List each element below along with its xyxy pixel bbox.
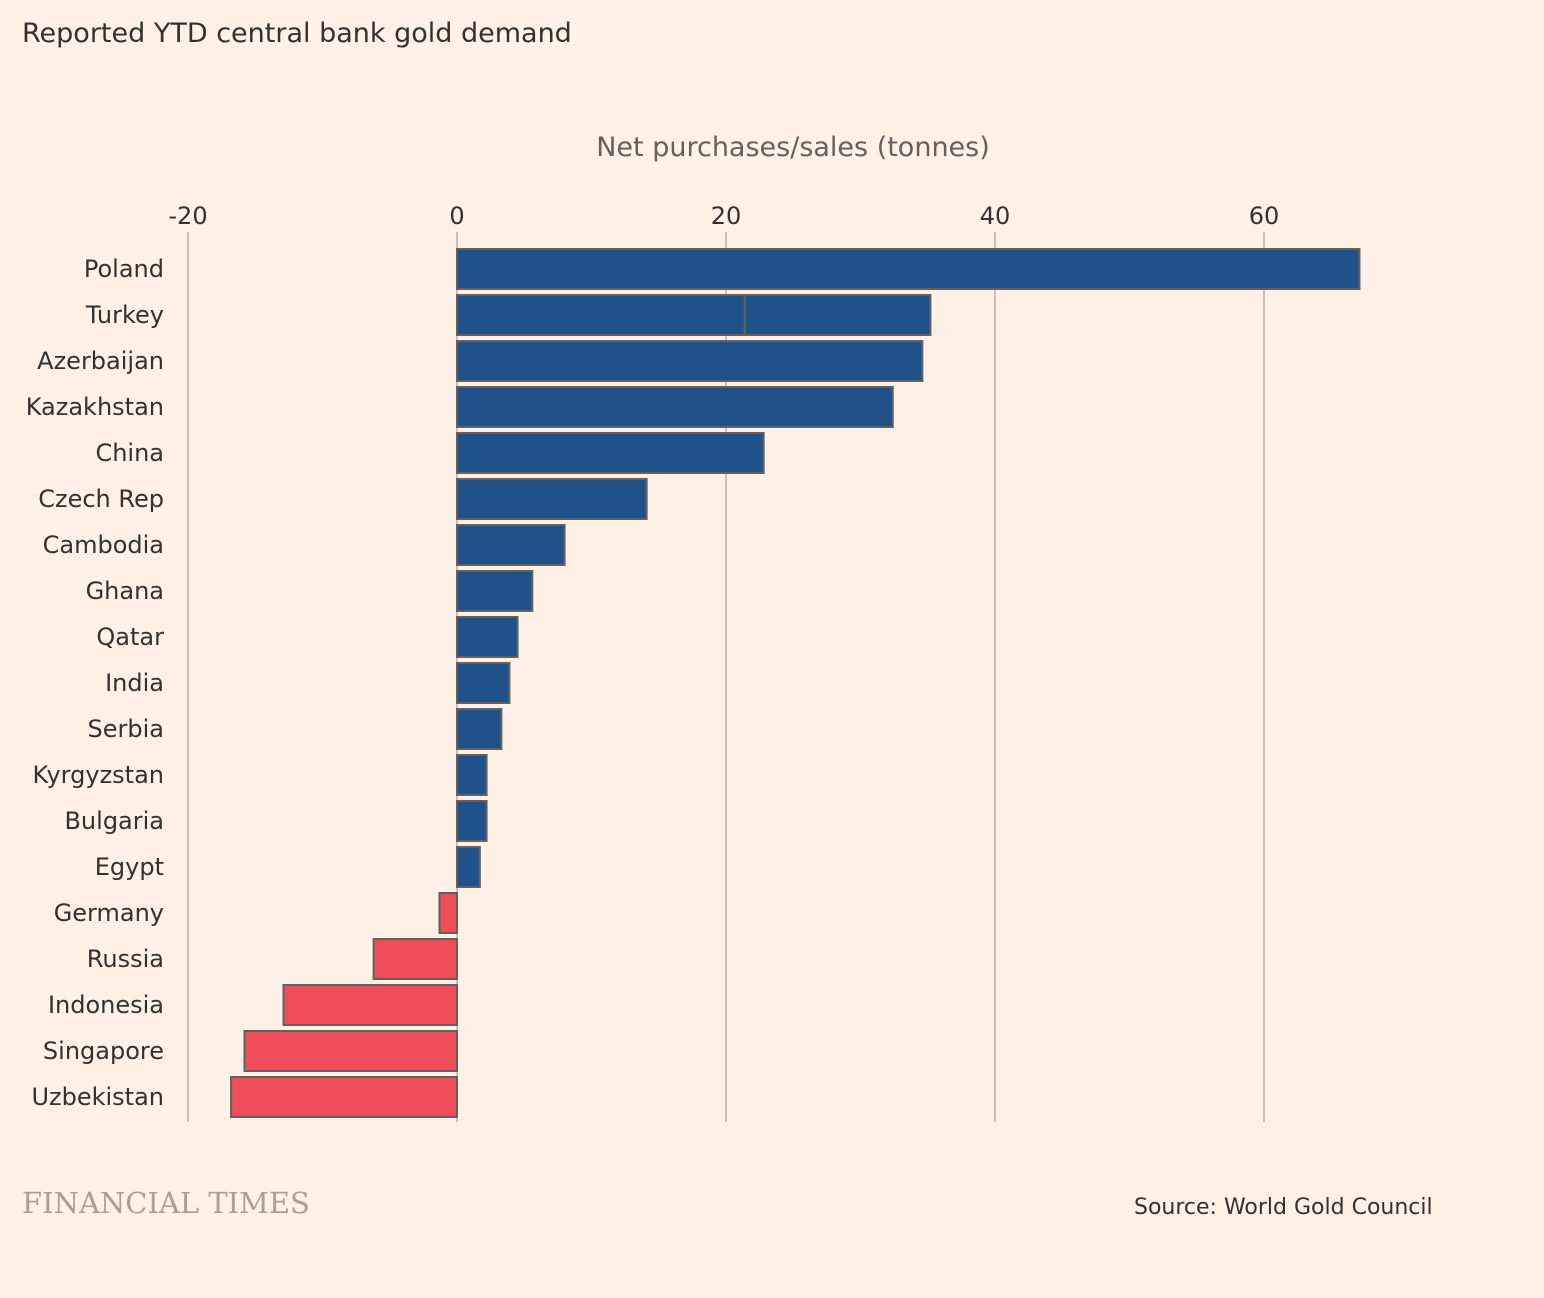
category-label: Azerbaijan bbox=[37, 347, 164, 375]
bar-qatar bbox=[456, 616, 519, 658]
bar-egypt bbox=[456, 846, 481, 888]
bar-serbia bbox=[456, 708, 503, 750]
category-label: Kazakhstan bbox=[26, 393, 164, 421]
x-tick-label: -20 bbox=[168, 202, 207, 230]
bar-bulgaria bbox=[456, 800, 488, 842]
source-note: Source: World Gold Council bbox=[1134, 1195, 1433, 1220]
category-label: Turkey bbox=[85, 301, 164, 329]
bar-uzbekistan bbox=[230, 1076, 458, 1118]
category-label: Kyrgyzstan bbox=[32, 761, 164, 789]
category-label: Serbia bbox=[88, 715, 164, 743]
bar-czech-rep bbox=[456, 478, 648, 520]
bar-china bbox=[456, 432, 765, 474]
category-label: Qatar bbox=[96, 623, 164, 651]
bar-russia bbox=[372, 938, 458, 980]
bar-germany bbox=[438, 892, 459, 934]
category-label: Bulgaria bbox=[64, 807, 164, 835]
bar-poland bbox=[456, 248, 1361, 290]
x-tick-label: 20 bbox=[711, 202, 742, 230]
category-label: Ghana bbox=[86, 577, 164, 605]
category-label: Cambodia bbox=[43, 531, 164, 559]
category-label: Indonesia bbox=[48, 991, 164, 1019]
category-label: Russia bbox=[87, 945, 164, 973]
category-label: Czech Rep bbox=[38, 485, 164, 513]
bar-indonesia bbox=[282, 984, 458, 1026]
category-label: Singapore bbox=[43, 1037, 164, 1065]
category-label: China bbox=[95, 439, 164, 467]
chart-title: Reported YTD central bank gold demand bbox=[22, 18, 572, 49]
category-label: Germany bbox=[54, 899, 164, 927]
bar-turkey bbox=[743, 294, 932, 336]
bar-turkey bbox=[456, 294, 746, 336]
ft-logo: FINANCIAL TIMES bbox=[22, 1186, 310, 1220]
x-tick-label: 0 bbox=[449, 202, 464, 230]
category-label: Poland bbox=[84, 255, 164, 283]
bar-cambodia bbox=[456, 524, 566, 566]
bar-india bbox=[456, 662, 511, 704]
bar-azerbaijan bbox=[456, 340, 924, 382]
category-label: India bbox=[105, 669, 164, 697]
x-axis-label: Net purchases/sales (tonnes) bbox=[596, 132, 990, 163]
category-label: Uzbekistan bbox=[31, 1083, 164, 1111]
bar-singapore bbox=[243, 1030, 458, 1072]
x-tick-label: 40 bbox=[980, 202, 1011, 230]
bar-ghana bbox=[456, 570, 534, 612]
x-tick-label: 60 bbox=[1249, 202, 1280, 230]
bar-kazakhstan bbox=[456, 386, 894, 428]
category-label: Egypt bbox=[95, 853, 164, 881]
bar-kyrgyzstan bbox=[456, 754, 488, 796]
